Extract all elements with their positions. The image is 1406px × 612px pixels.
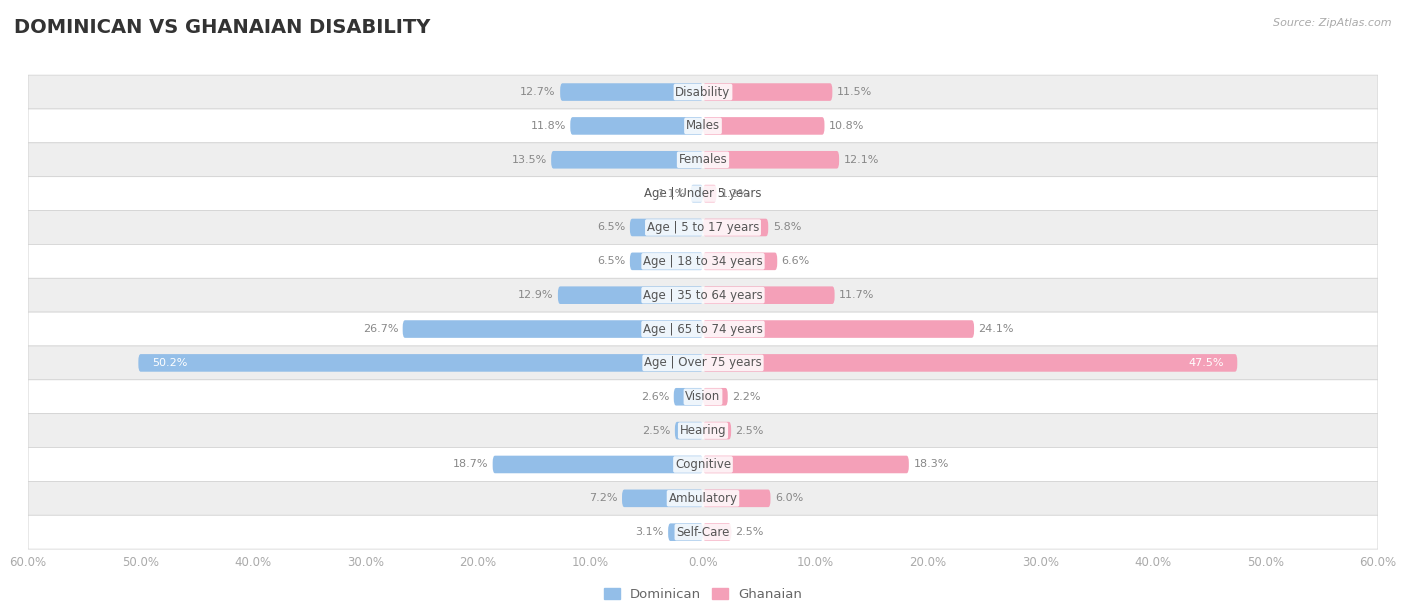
Text: 6.5%: 6.5% xyxy=(598,223,626,233)
Text: Source: ZipAtlas.com: Source: ZipAtlas.com xyxy=(1274,18,1392,28)
Text: 13.5%: 13.5% xyxy=(512,155,547,165)
FancyBboxPatch shape xyxy=(28,414,1378,447)
FancyBboxPatch shape xyxy=(703,388,728,406)
Text: 18.3%: 18.3% xyxy=(914,460,949,469)
FancyBboxPatch shape xyxy=(28,515,1378,549)
Text: Self-Care: Self-Care xyxy=(676,526,730,539)
Text: Vision: Vision xyxy=(685,390,721,403)
Text: 7.2%: 7.2% xyxy=(589,493,617,503)
Legend: Dominican, Ghanaian: Dominican, Ghanaian xyxy=(599,582,807,606)
Text: 18.7%: 18.7% xyxy=(453,460,488,469)
Text: 5.8%: 5.8% xyxy=(773,223,801,233)
Text: 2.5%: 2.5% xyxy=(735,527,763,537)
Text: 3.1%: 3.1% xyxy=(636,527,664,537)
FancyBboxPatch shape xyxy=(28,244,1378,278)
FancyBboxPatch shape xyxy=(630,218,703,236)
Text: 2.2%: 2.2% xyxy=(733,392,761,401)
FancyBboxPatch shape xyxy=(703,286,835,304)
Text: Age | Over 75 years: Age | Over 75 years xyxy=(644,356,762,370)
Text: Males: Males xyxy=(686,119,720,132)
FancyBboxPatch shape xyxy=(703,117,824,135)
FancyBboxPatch shape xyxy=(668,523,703,541)
FancyBboxPatch shape xyxy=(28,278,1378,312)
Text: Age | 35 to 64 years: Age | 35 to 64 years xyxy=(643,289,763,302)
Text: 1.2%: 1.2% xyxy=(721,188,749,199)
FancyBboxPatch shape xyxy=(551,151,703,168)
Text: Females: Females xyxy=(679,153,727,166)
FancyBboxPatch shape xyxy=(28,312,1378,346)
FancyBboxPatch shape xyxy=(703,218,768,236)
FancyBboxPatch shape xyxy=(621,490,703,507)
FancyBboxPatch shape xyxy=(28,75,1378,109)
FancyBboxPatch shape xyxy=(690,185,703,203)
FancyBboxPatch shape xyxy=(673,388,703,406)
Text: 24.1%: 24.1% xyxy=(979,324,1014,334)
Text: Age | 65 to 74 years: Age | 65 to 74 years xyxy=(643,323,763,335)
Text: 2.6%: 2.6% xyxy=(641,392,669,401)
FancyBboxPatch shape xyxy=(630,253,703,270)
FancyBboxPatch shape xyxy=(703,422,731,439)
FancyBboxPatch shape xyxy=(28,346,1378,380)
Text: 11.8%: 11.8% xyxy=(530,121,565,131)
FancyBboxPatch shape xyxy=(28,109,1378,143)
Text: 11.5%: 11.5% xyxy=(837,87,872,97)
FancyBboxPatch shape xyxy=(28,211,1378,244)
Text: DOMINICAN VS GHANAIAN DISABILITY: DOMINICAN VS GHANAIAN DISABILITY xyxy=(14,18,430,37)
Text: 12.9%: 12.9% xyxy=(517,290,554,300)
FancyBboxPatch shape xyxy=(492,456,703,473)
Text: 6.6%: 6.6% xyxy=(782,256,810,266)
FancyBboxPatch shape xyxy=(28,447,1378,482)
FancyBboxPatch shape xyxy=(560,83,703,101)
FancyBboxPatch shape xyxy=(28,143,1378,177)
FancyBboxPatch shape xyxy=(28,177,1378,211)
FancyBboxPatch shape xyxy=(703,490,770,507)
Text: 2.5%: 2.5% xyxy=(735,425,763,436)
FancyBboxPatch shape xyxy=(402,320,703,338)
Text: 50.2%: 50.2% xyxy=(152,358,187,368)
FancyBboxPatch shape xyxy=(138,354,703,371)
Text: 1.1%: 1.1% xyxy=(658,188,686,199)
Text: Ambulatory: Ambulatory xyxy=(668,492,738,505)
Text: 12.7%: 12.7% xyxy=(520,87,555,97)
Text: 26.7%: 26.7% xyxy=(363,324,398,334)
Text: 2.5%: 2.5% xyxy=(643,425,671,436)
FancyBboxPatch shape xyxy=(703,523,731,541)
FancyBboxPatch shape xyxy=(558,286,703,304)
FancyBboxPatch shape xyxy=(703,320,974,338)
FancyBboxPatch shape xyxy=(675,422,703,439)
Text: 47.5%: 47.5% xyxy=(1188,358,1223,368)
FancyBboxPatch shape xyxy=(703,83,832,101)
Text: Age | Under 5 years: Age | Under 5 years xyxy=(644,187,762,200)
Text: Disability: Disability xyxy=(675,86,731,99)
Text: 11.7%: 11.7% xyxy=(839,290,875,300)
FancyBboxPatch shape xyxy=(703,185,717,203)
Text: Age | 5 to 17 years: Age | 5 to 17 years xyxy=(647,221,759,234)
Text: 10.8%: 10.8% xyxy=(830,121,865,131)
Text: Hearing: Hearing xyxy=(679,424,727,437)
Text: Cognitive: Cognitive xyxy=(675,458,731,471)
Text: 6.5%: 6.5% xyxy=(598,256,626,266)
Text: 12.1%: 12.1% xyxy=(844,155,879,165)
Text: 6.0%: 6.0% xyxy=(775,493,803,503)
FancyBboxPatch shape xyxy=(703,456,908,473)
FancyBboxPatch shape xyxy=(703,354,1237,371)
Text: Age | 18 to 34 years: Age | 18 to 34 years xyxy=(643,255,763,268)
FancyBboxPatch shape xyxy=(703,151,839,168)
FancyBboxPatch shape xyxy=(28,482,1378,515)
FancyBboxPatch shape xyxy=(571,117,703,135)
FancyBboxPatch shape xyxy=(28,380,1378,414)
FancyBboxPatch shape xyxy=(703,253,778,270)
